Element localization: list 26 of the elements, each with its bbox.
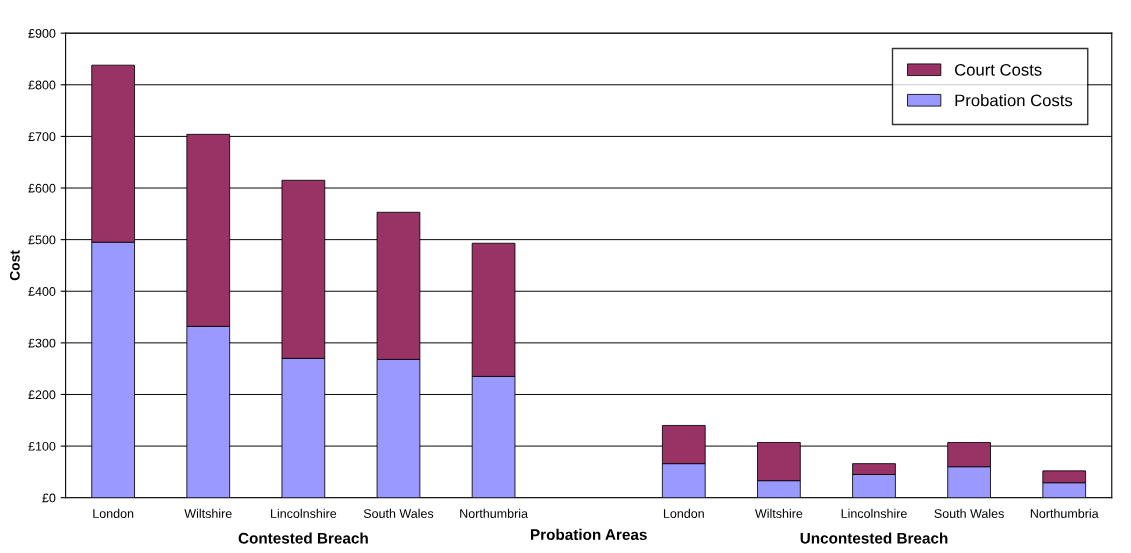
y-tick-label: £300 xyxy=(28,338,56,348)
legend-label: Court Costs xyxy=(955,63,1042,76)
x-tick-label: South Wales xyxy=(363,508,434,518)
y-tick-label: £700 xyxy=(28,132,56,142)
legend-label: Probation Costs xyxy=(955,94,1073,107)
text: Uncontested Breach xyxy=(800,532,948,544)
y-tick-label: £900 xyxy=(28,28,56,38)
y-tick-label: £800 xyxy=(28,80,56,90)
y-tick-label: £400 xyxy=(28,287,56,296)
y-tick-label: £500 xyxy=(28,235,56,245)
x-tick-label: Lincolnshire xyxy=(271,508,337,518)
text: Contested Breach xyxy=(238,532,368,544)
y-tick-label: £200 xyxy=(28,390,56,400)
x-tick-label: Wiltshire xyxy=(184,508,232,518)
x-tick-label: South Wales xyxy=(934,508,1004,518)
x-axis-title: Probation Areas xyxy=(530,528,647,541)
y-tick-label: £600 xyxy=(28,183,56,193)
x-tick-label: London xyxy=(663,508,704,518)
y-tick-label: £100 xyxy=(28,441,56,451)
y-axis-title: Cost xyxy=(9,250,20,281)
x-tick-label: Lincolnshire xyxy=(841,508,907,518)
x-tick-label: Northumbria xyxy=(460,508,528,518)
y-tick-label: £0 xyxy=(42,493,56,503)
x-tick-label: Northumbria xyxy=(1030,508,1099,518)
x-tick-label: Wiltshire xyxy=(754,508,803,518)
x-tick-label: London xyxy=(93,508,134,518)
